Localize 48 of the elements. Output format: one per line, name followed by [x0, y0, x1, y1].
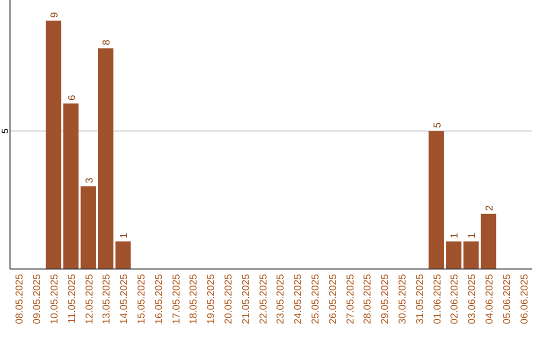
x-tick-label: 18.05.2025 [188, 274, 200, 324]
x-tick-label: 17.05.2025 [171, 274, 182, 324]
x-tick-label: 15.05.2025 [136, 274, 148, 324]
x-tick-label: 06.06.2025 [519, 274, 530, 324]
bar [115, 241, 131, 269]
bar [63, 103, 79, 269]
x-tick-label: 30.05.2025 [398, 274, 408, 324]
x-tick-label: 02.06.2025 [450, 274, 461, 324]
bar [428, 131, 444, 269]
x-tick-label: 03.06.2025 [467, 274, 478, 324]
x-tick-label: 29.05.2025 [380, 274, 392, 324]
bar [446, 241, 462, 269]
x-tick-label: 16.05.2025 [154, 274, 165, 324]
x-tick-label: 24.05.2025 [293, 274, 304, 324]
x-tick-label: 23.05.2025 [276, 274, 287, 324]
x-tick-label: 19.05.2025 [206, 274, 218, 324]
bar [98, 48, 114, 269]
data-label: 1 [450, 232, 461, 238]
data-label: 3 [84, 177, 96, 184]
data-label: 1 [119, 232, 130, 238]
x-tick-label: 12.05.2025 [84, 274, 96, 324]
x-tick-label: 14.05.2025 [119, 274, 130, 324]
x-tick-label: 08.05.2025 [14, 274, 26, 324]
x-tick-label: 01.06.2025 [432, 274, 444, 324]
bar [463, 241, 479, 269]
x-tick-label: 28.05.2025 [362, 274, 374, 324]
x-tick-label: 22.05.2025 [258, 274, 270, 324]
x-tick-label: 13.05.2025 [102, 274, 113, 324]
data-label: 5 [432, 122, 444, 128]
x-tick-label: 27.05.2025 [345, 274, 356, 324]
x-tick-label: 05.06.2025 [502, 274, 513, 324]
bar [480, 214, 496, 269]
x-tick-label: 20.05.2025 [224, 274, 234, 324]
data-label: 6 [66, 94, 78, 100]
x-tick-label: 31.05.2025 [414, 274, 426, 324]
x-tick-label: 09.05.2025 [32, 274, 44, 324]
bar [80, 186, 96, 269]
data-label: 2 [484, 204, 496, 211]
x-tick-label: 25.05.2025 [310, 274, 322, 324]
x-tick-label: 21.05.2025 [240, 274, 252, 324]
data-label: 9 [50, 12, 60, 18]
data-label: 8 [102, 39, 113, 46]
data-label: 1 [467, 232, 478, 238]
bar [46, 20, 62, 269]
x-tick-label: 10.05.2025 [50, 274, 60, 324]
x-tick-label: 04.06.2025 [484, 274, 496, 324]
x-tick-label: 26.05.2025 [328, 274, 339, 324]
x-tick-label: 11.05.2025 [66, 274, 78, 324]
